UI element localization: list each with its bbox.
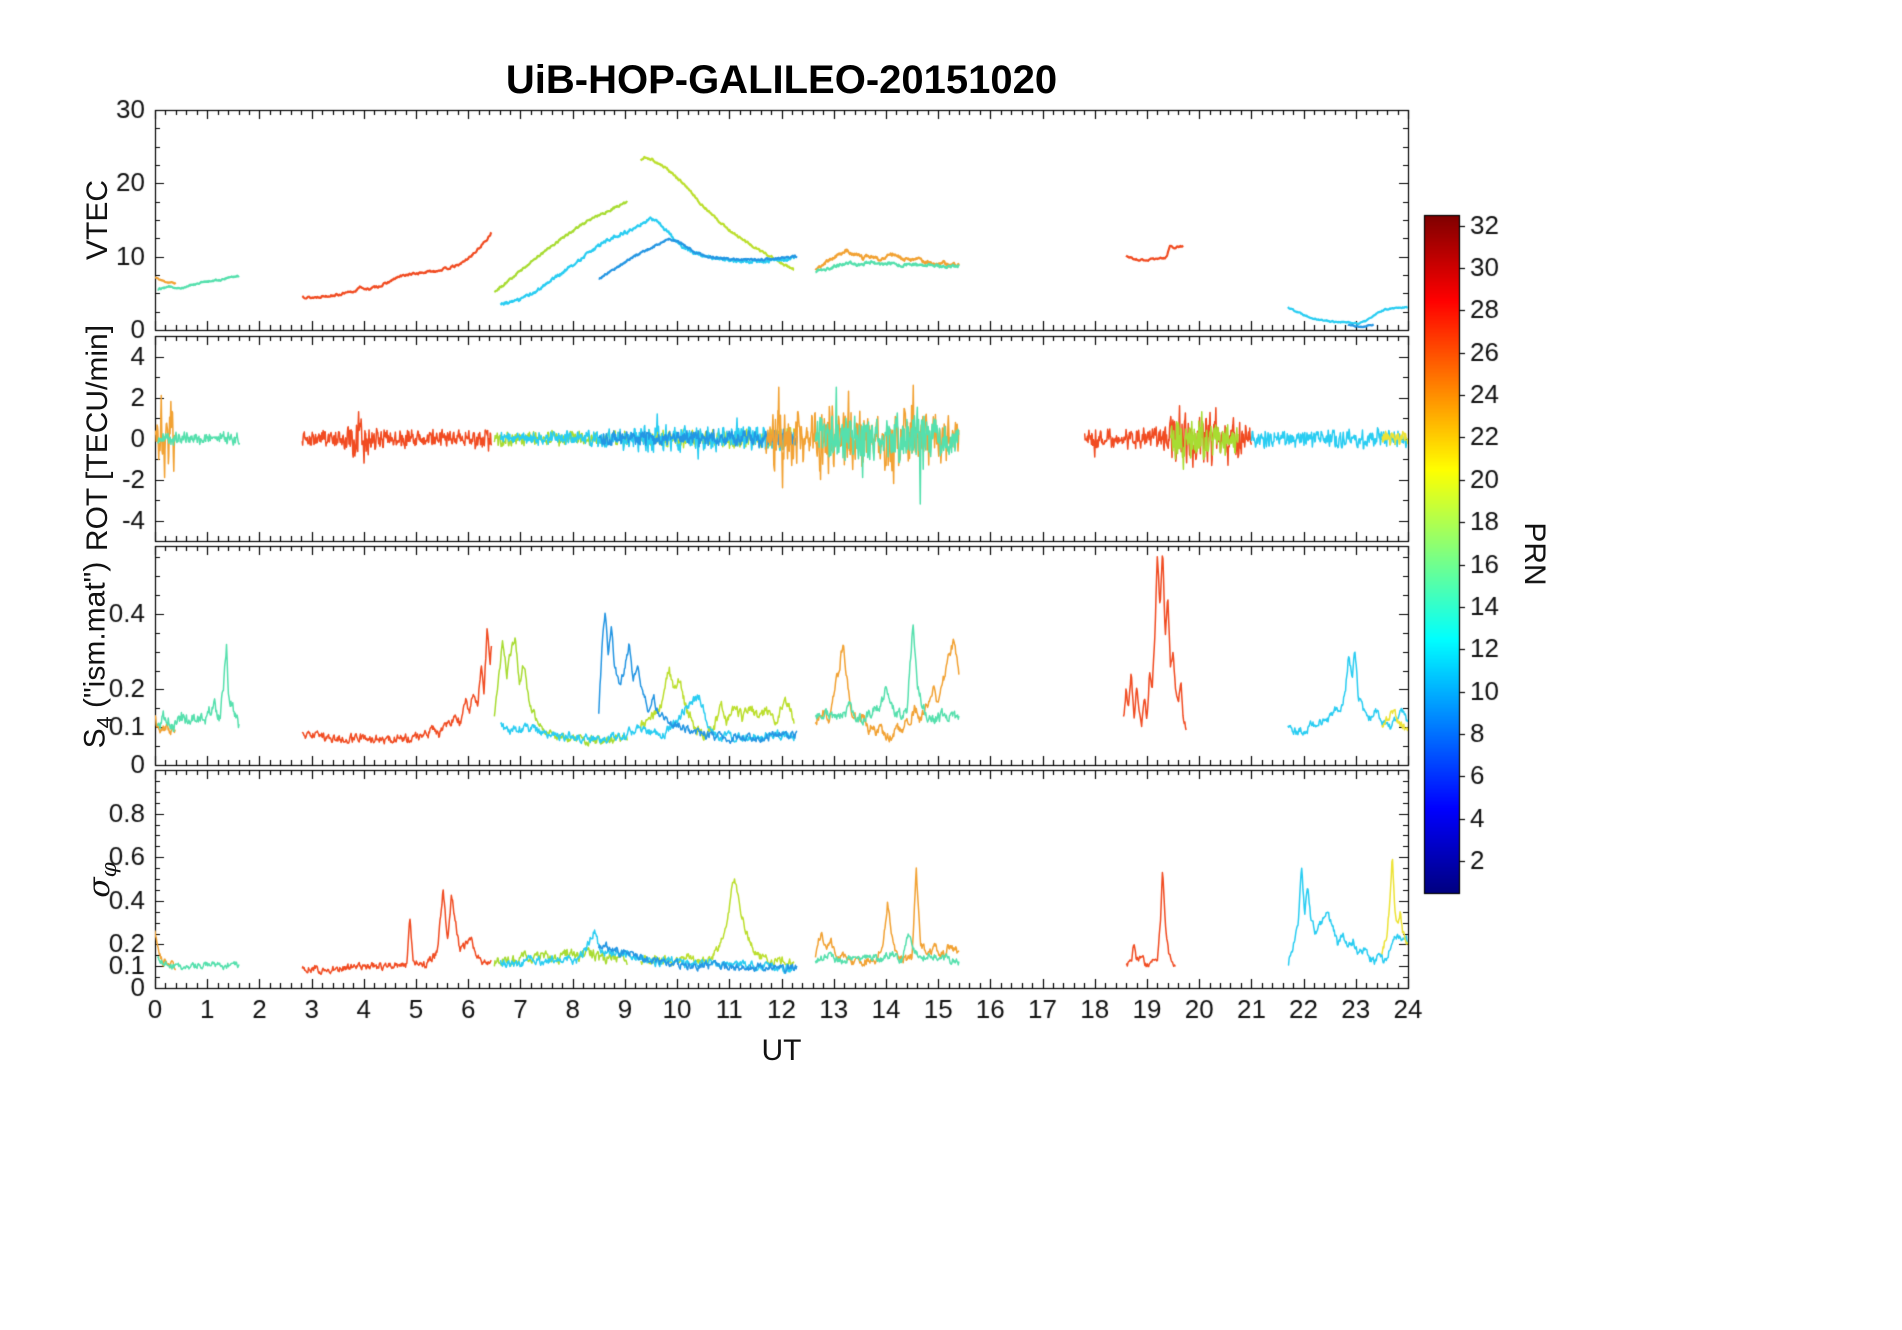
- ylabel-vtec: VTEC: [81, 180, 115, 260]
- ylabel-s4-base: S: [78, 728, 112, 749]
- ylabel-s4-rest: ("ism.mat"): [78, 561, 112, 717]
- ylabel-vtec-text: VTEC: [81, 179, 114, 261]
- colorbar-label-prn: PRN: [1518, 522, 1551, 586]
- ylabel-rot-text: ROT [TECU/min]: [81, 324, 114, 552]
- ylabel-s4: S4 ("ism.mat"): [79, 562, 118, 749]
- xlabel-ut: UT: [761, 1034, 802, 1067]
- ylabel-rot: ROT [TECU/min]: [81, 325, 115, 551]
- ylabel-s4-sub: 4: [91, 716, 117, 729]
- ylabel-sigma-phi: σφ: [82, 862, 122, 898]
- chart-title: UiB-HOP-GALILEO-20151020: [505, 58, 1058, 102]
- ylabel-sigma-sub: φ: [97, 862, 122, 878]
- ylabel-sigma-base: σ: [82, 877, 117, 898]
